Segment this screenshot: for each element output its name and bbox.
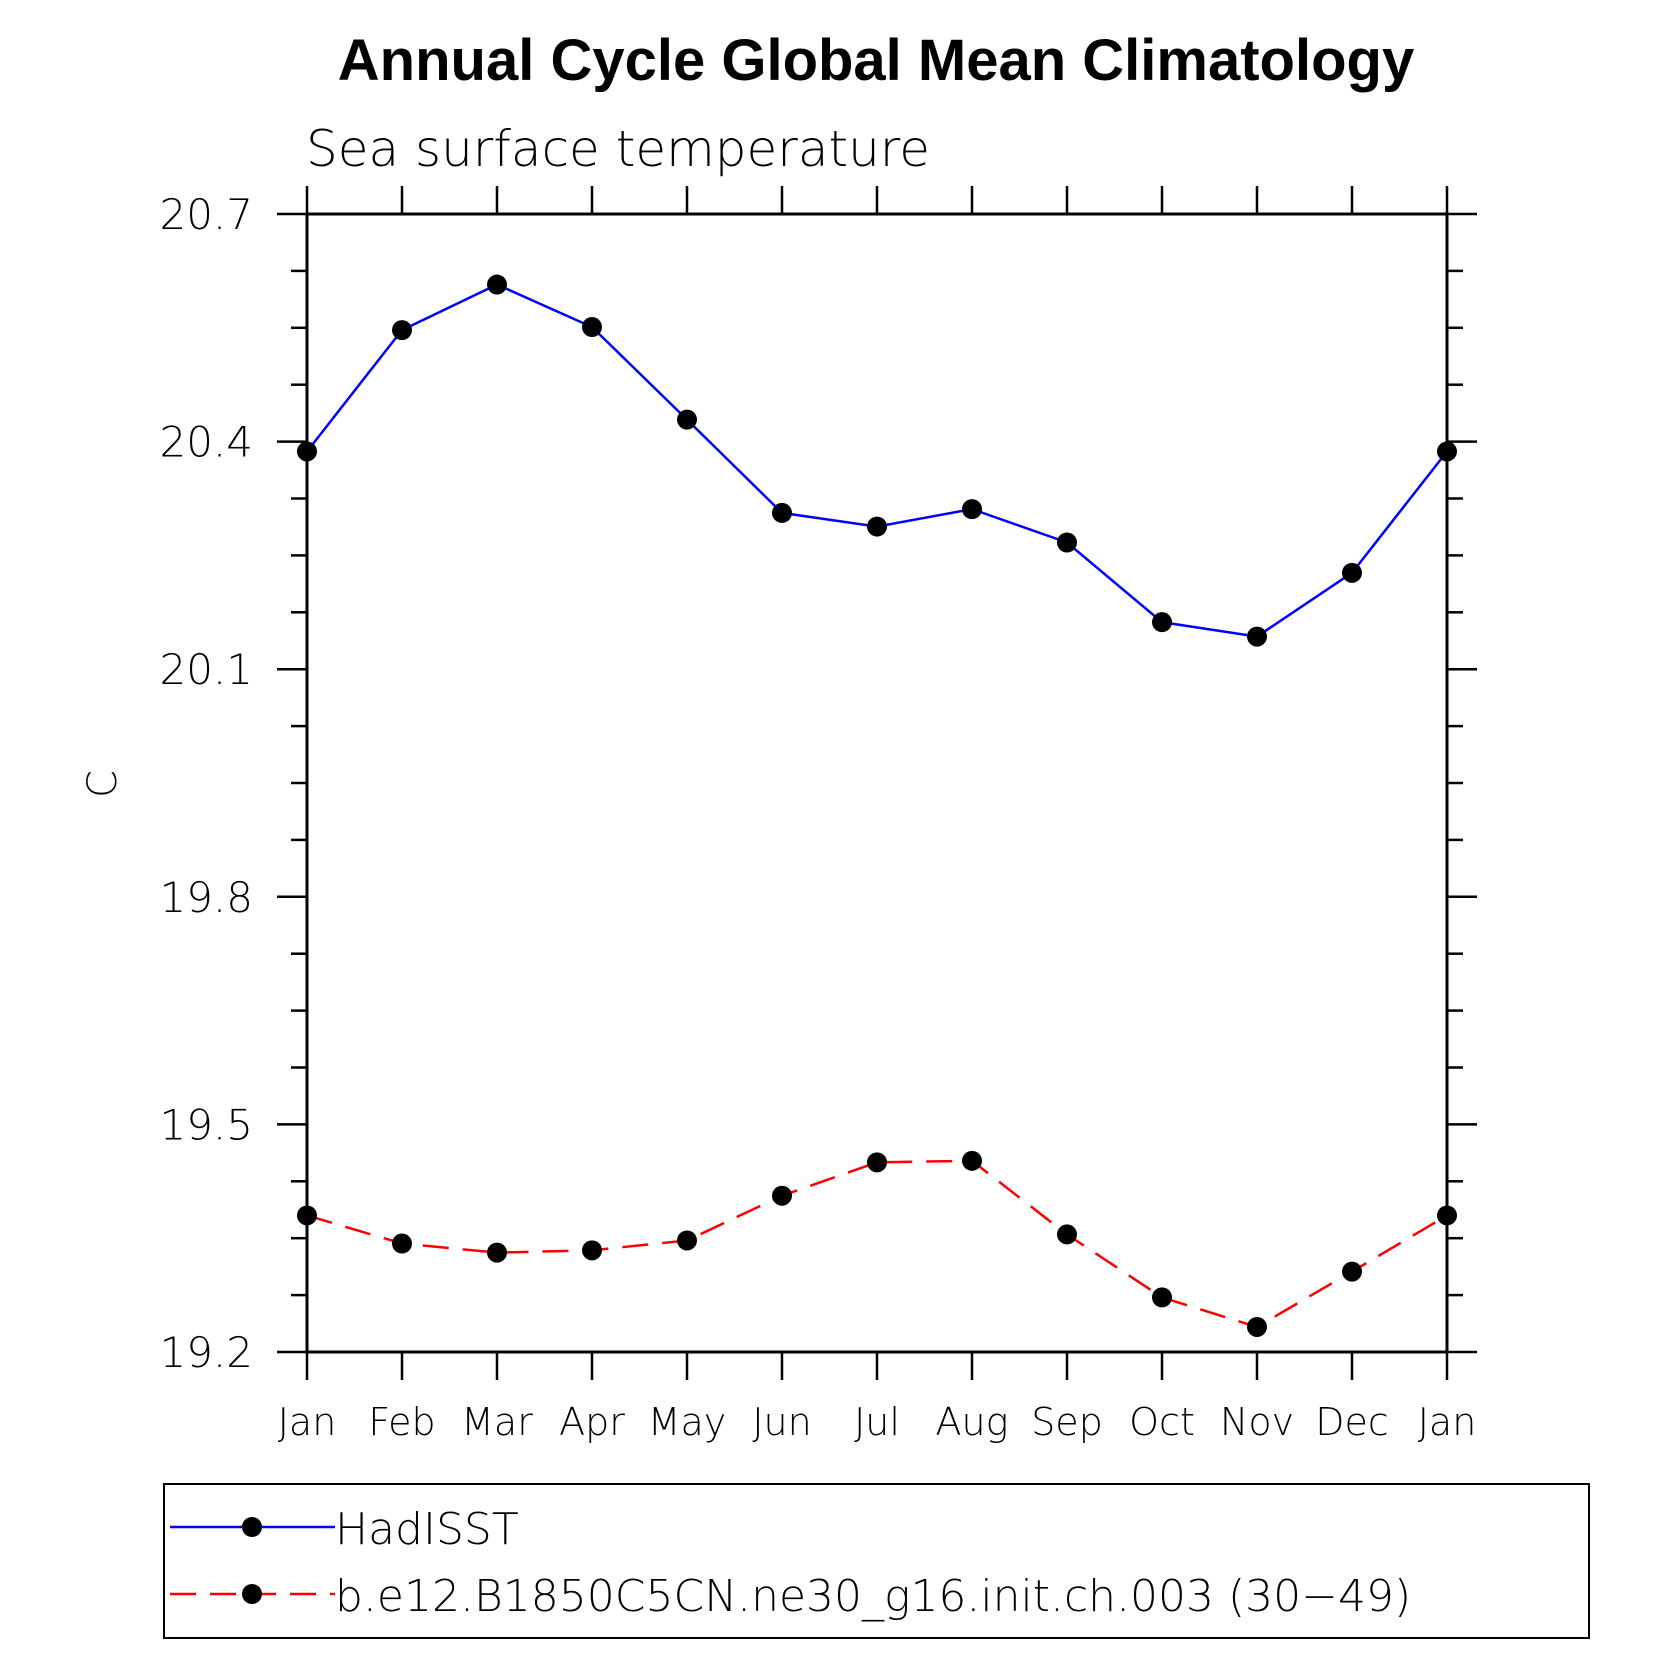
series-line-1 xyxy=(306,1159,1448,1329)
x-tick-label: Mar xyxy=(461,1400,533,1444)
legend: HadISST b.e12.B1850C5CN.ne30_g16.init.ch… xyxy=(163,1483,1590,1639)
x-tick-label: Jun xyxy=(752,1400,811,1444)
y-tick-label: 20.1 xyxy=(159,645,253,694)
x-tick-label: Nov xyxy=(1220,1400,1294,1444)
plot-frame xyxy=(305,212,1449,1354)
series-0-point xyxy=(962,499,982,520)
series-1-point xyxy=(392,1233,412,1254)
y-tick-label: 19.8 xyxy=(159,873,253,922)
series-1-point xyxy=(962,1150,982,1171)
series-0-point xyxy=(677,409,697,430)
series-0-point xyxy=(1247,626,1267,647)
series-1-point xyxy=(1152,1287,1172,1308)
y-tick-label: 20.7 xyxy=(159,190,253,239)
x-tick-label: Oct xyxy=(1129,1400,1195,1444)
x-tick-label: Jan xyxy=(1418,1400,1477,1444)
series-1-point xyxy=(1057,1224,1077,1245)
y-tick-labels: 20.7 20.4 20.1 19.8 19.5 19.2 xyxy=(159,190,253,1377)
legend-box xyxy=(163,1483,1590,1639)
series-0-point xyxy=(772,502,792,523)
series-line-0 xyxy=(306,283,1448,638)
x-tick-label: Sep xyxy=(1031,1400,1103,1444)
legend-marker-model xyxy=(242,1584,262,1604)
x-tick-label: Feb xyxy=(368,1400,435,1444)
x-tick-label: May xyxy=(648,1400,727,1444)
legend-marker-hadisst xyxy=(242,1517,262,1537)
series-1-point xyxy=(677,1230,697,1251)
chart-subtitle: Sea surface temperature xyxy=(306,120,930,178)
y-tick-label: 20.4 xyxy=(159,418,253,467)
axis-ticks xyxy=(277,186,1477,1380)
x-tick-labels: Jan Feb Mar Apr May Jun Jul Aug Sep Oct Nov Dec Jan xyxy=(278,1400,1477,1444)
y-tick-label: 19.2 xyxy=(159,1328,253,1377)
series-0-point xyxy=(582,317,602,338)
series-1-point xyxy=(772,1185,792,1206)
series-0-point xyxy=(1152,612,1172,633)
x-tick-label: Jan xyxy=(278,1400,337,1444)
x-tick-label: Aug xyxy=(936,1400,1009,1444)
y-tick-label: 19.5 xyxy=(159,1100,253,1149)
series-0-point xyxy=(1057,532,1077,553)
series-1-point xyxy=(867,1152,887,1173)
y-axis-label: C xyxy=(80,770,126,798)
series-0-point xyxy=(487,274,507,295)
legend-label-hadisst: HadISST xyxy=(335,1504,519,1555)
series-0-point xyxy=(392,320,412,341)
legend-label-model: b.e12.B1850C5CN.ne30_g16.init.ch.003 (30… xyxy=(335,1571,1411,1622)
x-tick-label: Apr xyxy=(559,1400,625,1444)
series-layer xyxy=(297,274,1457,1337)
series-1-point xyxy=(1342,1261,1362,1282)
x-tick-label: Jul xyxy=(854,1400,900,1444)
series-1-point xyxy=(487,1242,507,1263)
series-0-point xyxy=(1342,562,1362,583)
series-1-point xyxy=(1247,1316,1267,1337)
series-0-point xyxy=(867,516,887,537)
x-tick-label: Dec xyxy=(1315,1400,1389,1444)
chart-title: Annual Cycle Global Mean Climatology xyxy=(338,28,1414,93)
series-1-point xyxy=(582,1240,602,1261)
